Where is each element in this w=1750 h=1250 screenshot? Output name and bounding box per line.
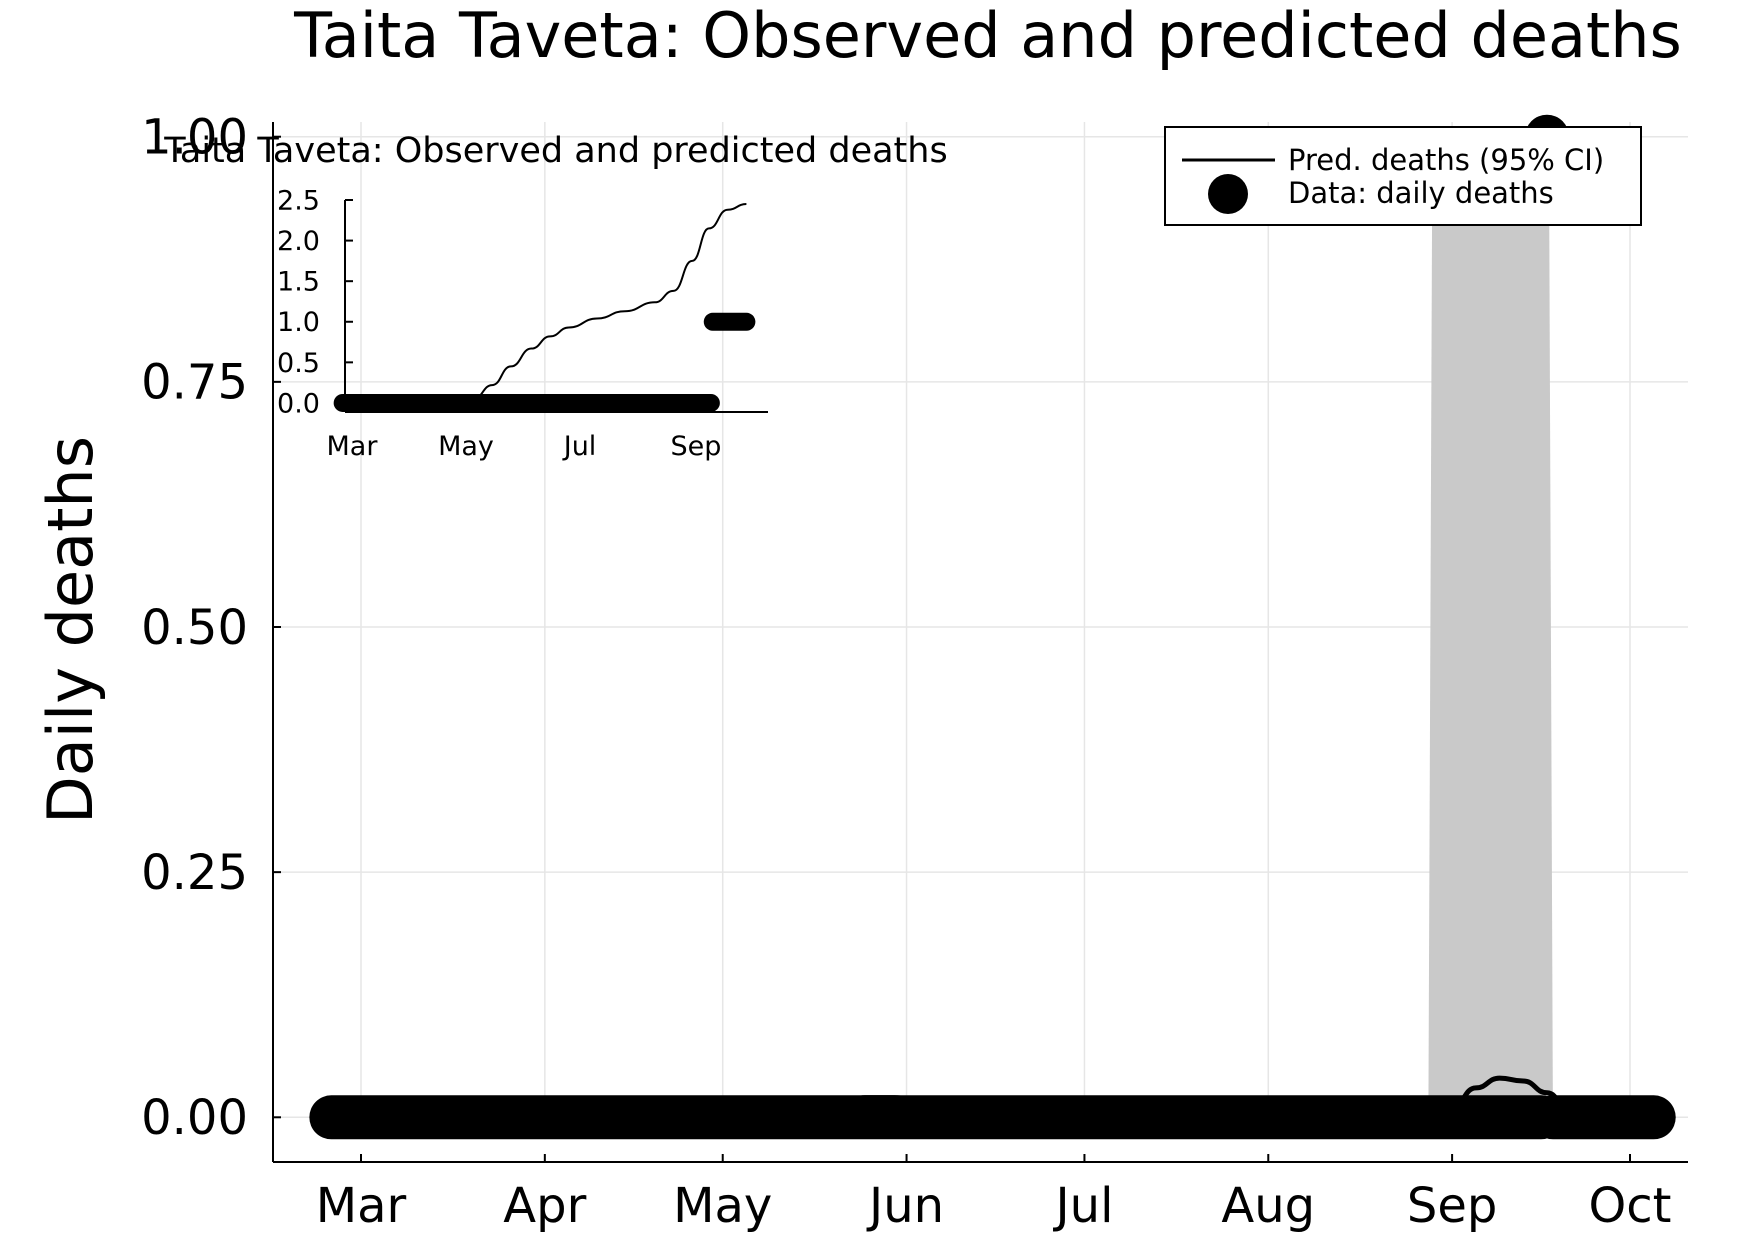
x-tick-label: Mar bbox=[327, 431, 379, 462]
y-tick-label: 2.0 bbox=[277, 226, 320, 257]
x-tick-label: Mar bbox=[316, 1178, 407, 1234]
legend-entry-data: Data: daily deaths bbox=[1288, 176, 1554, 210]
x-tick-label: Sep bbox=[670, 431, 721, 462]
y-tick-label: 0.0 bbox=[277, 388, 320, 419]
x-tick-label: Jul bbox=[1052, 1178, 1113, 1234]
x-tick-label: Jun bbox=[866, 1178, 944, 1234]
legend-entry-prediction: Pred. deaths (95% CI) bbox=[1288, 143, 1604, 177]
x-tick-label: Sep bbox=[1407, 1178, 1497, 1234]
main-ci-band bbox=[1428, 136, 1553, 1118]
x-tick-label: May bbox=[673, 1178, 772, 1234]
x-tick-label: Aug bbox=[1221, 1178, 1315, 1234]
inset-title: Taita Taveta: Observed and predicted dea… bbox=[163, 131, 947, 171]
prediction-line bbox=[331, 1075, 1654, 1120]
inset-chart: Mar May Jul Sep 0.0 0.5 1.0 1.5 2.0 2.5 Taita Tav… bbox=[163, 131, 947, 462]
y-tick-label: 0.25 bbox=[141, 845, 248, 901]
y-tick-label: 2.5 bbox=[277, 185, 320, 216]
main-tick-labels: Mar Apr May Jun Jul Aug Sep Oct 0.00 0.25 0.50 0.75… bbox=[141, 110, 1671, 1234]
chart-title: Taita Taveta: Observed and predicted dea… bbox=[293, 0, 1682, 72]
x-tick-label: May bbox=[438, 431, 494, 462]
legend: Pred. deaths (95% CI) Data: daily deaths bbox=[1164, 126, 1642, 226]
x-tick-label: Jul bbox=[562, 431, 597, 462]
y-tick-label: 1.00 bbox=[141, 110, 248, 166]
y-tick-label: 1.0 bbox=[277, 307, 320, 338]
main-prediction-line bbox=[331, 1075, 1654, 1120]
legend-box bbox=[1164, 126, 1642, 226]
main-axes bbox=[272, 122, 1688, 1163]
x-tick-label: Apr bbox=[503, 1178, 586, 1234]
y-axis-label: Daily deaths bbox=[34, 436, 107, 824]
y-tick-label: 0.00 bbox=[141, 1090, 248, 1146]
inset-data-points bbox=[333, 312, 756, 412]
x-tick-label: Oct bbox=[1589, 1178, 1672, 1234]
y-tick-label: 0.5 bbox=[277, 348, 320, 379]
legend-marker-swatch bbox=[1208, 174, 1248, 214]
ci-band bbox=[1428, 136, 1553, 1118]
inset-axes bbox=[344, 199, 768, 413]
inset-tick-labels: Mar May Jul Sep 0.0 0.5 1.0 1.5 2.0 2.5 bbox=[277, 185, 721, 462]
y-tick-label: 1.5 bbox=[277, 267, 320, 298]
y-tick-label: 0.50 bbox=[141, 600, 248, 656]
y-tick-label: 0.75 bbox=[141, 355, 248, 411]
